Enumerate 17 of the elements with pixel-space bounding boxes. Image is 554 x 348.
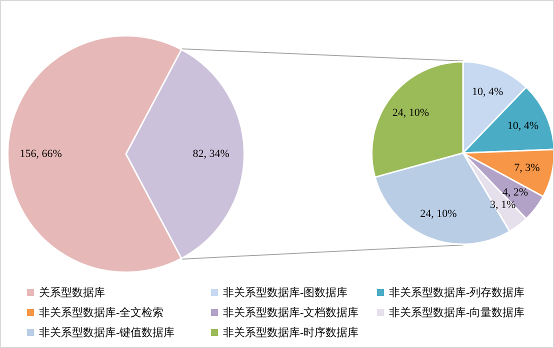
data-label: 10, 4% xyxy=(507,120,539,132)
data-label: 10, 4% xyxy=(472,86,504,98)
data-label: 4, 2% xyxy=(502,186,528,199)
legend-label: 非关系型数据库-图数据库 xyxy=(223,286,348,300)
data-label: 24, 10% xyxy=(392,107,430,120)
data-label: 7, 3% xyxy=(514,162,540,174)
legend-label: 非关系型数据库-文档数据库 xyxy=(223,306,359,320)
legend-label: 非关系型数据库-时序数据库 xyxy=(223,326,359,340)
legend-label: 非关系型数据库-向量数据库 xyxy=(389,306,525,320)
legend-label: 非关系型数据库-键值数据库 xyxy=(39,326,175,340)
legend-label: 非关系型数据库-列存数据库 xyxy=(389,286,525,300)
legend-label: 关系型数据库 xyxy=(39,286,105,300)
data-label: 82, 34% xyxy=(192,148,230,160)
data-label: 24, 10% xyxy=(420,208,457,220)
data-label: 156, 66% xyxy=(20,148,62,160)
data-label: 3, 1% xyxy=(490,199,516,212)
legend-label: 非关系型数据库-全文检索 xyxy=(39,306,164,320)
